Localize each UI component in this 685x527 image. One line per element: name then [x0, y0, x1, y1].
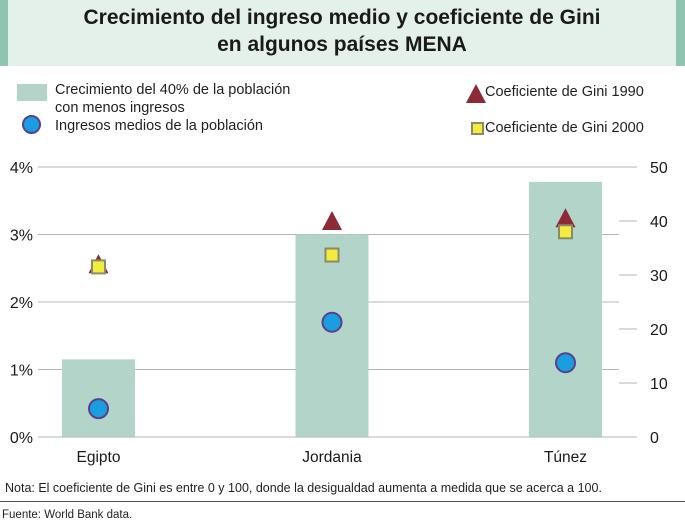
gini-2000-square: [558, 224, 573, 240]
x-axis-tick-label: Túnez: [544, 449, 587, 466]
chart-title-line1: Crecimiento del ingreso medio y coeficie…: [83, 6, 601, 29]
right-axis-tick-label: 30: [650, 268, 668, 285]
chart-title-line2: en algunos países MENA: [217, 33, 467, 56]
mean-income-circle: [321, 311, 343, 333]
legend-circle-label: Ingresos medios de la población: [55, 118, 263, 134]
footer-divider: [0, 501, 685, 502]
legend-square-label: Coeficiente de Gini 2000: [485, 120, 644, 136]
right-axis-tick-label: 40: [650, 214, 668, 231]
gini-2000-square: [91, 259, 106, 275]
left-axis-tick-label: 0%: [10, 430, 33, 447]
chart-note: Nota: El coeficiente de Gini es entre 0 …: [5, 481, 602, 495]
mean-income-circle: [88, 398, 109, 420]
legend-bar-label-line2: con menos ingresos: [55, 100, 185, 116]
legend-triangle-label: Coeficiente de Gini 1990: [485, 84, 644, 100]
legend-circle-icon: [22, 115, 41, 134]
mean-income-circle: [555, 352, 576, 374]
gini-1990-triangle: [555, 208, 576, 228]
legend-triangle-icon: [466, 84, 486, 103]
bar: [295, 234, 369, 437]
legend-square-icon: [471, 122, 484, 135]
right-axis-tick-label: 50: [650, 160, 668, 177]
left-axis-tick-label: 2%: [10, 295, 33, 312]
left-axis-tick-label: 3%: [10, 228, 33, 245]
right-axis-tick-label: 0: [650, 430, 659, 447]
right-axis-tick-label: 20: [650, 322, 668, 339]
x-axis-tick-label: Jordania: [302, 449, 362, 466]
left-axis-tick-label: 4%: [10, 160, 33, 177]
gini-2000-square: [324, 247, 340, 263]
legend-bar-label-line1: Crecimiento del 40% de la población: [55, 82, 291, 98]
chart-plot: 0% 1% 2% 3% 4% 0 10 20 30 40 50 Egipto Jordania Túnez: [10, 160, 668, 466]
right-axis-tick-label: 10: [650, 376, 668, 393]
gini-1990-triangle: [322, 211, 342, 230]
title-bar: Crecimiento del ingreso medio y coeficie…: [0, 0, 685, 66]
legend-bar-swatch: [17, 84, 47, 101]
x-axis-tick-label: Egipto: [77, 449, 121, 466]
left-axis-tick-label: 1%: [10, 363, 33, 380]
chart-source: Fuente: World Bank data.: [2, 509, 133, 521]
